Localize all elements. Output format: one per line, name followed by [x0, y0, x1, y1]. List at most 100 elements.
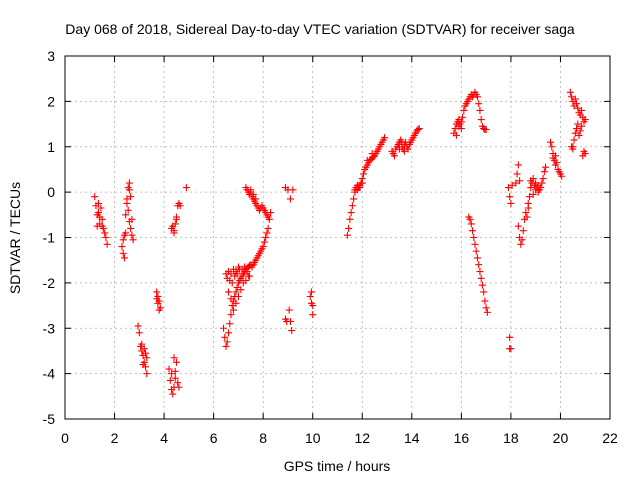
data-point: [306, 292, 314, 300]
data-point: [395, 145, 403, 153]
data-point: [139, 361, 147, 369]
data-point: [168, 370, 176, 378]
data-point: [289, 186, 297, 194]
data-point: [143, 370, 151, 378]
data-point: [143, 354, 151, 362]
data-point: [404, 145, 412, 153]
data-point: [534, 181, 542, 189]
data-point: [103, 240, 111, 248]
data-point: [525, 193, 533, 201]
grid-lines: [65, 56, 610, 419]
data-point: [547, 138, 555, 146]
data-point: [398, 138, 406, 146]
data-point: [542, 163, 550, 171]
data-point: [524, 199, 532, 207]
data-point: [233, 270, 241, 278]
data-point: [472, 247, 480, 255]
data-point: [227, 270, 235, 278]
data-point: [552, 152, 559, 160]
data-points: [91, 88, 589, 398]
data-point: [452, 131, 460, 139]
data-point: [476, 268, 484, 276]
data-point: [122, 211, 130, 219]
data-point: [571, 129, 579, 137]
data-point: [165, 365, 173, 373]
data-point: [171, 367, 179, 375]
data-point: [578, 122, 586, 130]
data-point: [260, 238, 268, 246]
data-point: [574, 104, 582, 112]
data-point: [568, 93, 576, 101]
y-tick-label: -4: [43, 366, 56, 382]
data-point: [581, 150, 589, 158]
data-point: [451, 125, 459, 133]
data-point: [539, 175, 547, 183]
data-point: [522, 209, 530, 217]
x-tick-labels: 0 2 4 6 8 10 12 14 16 18 20 22: [61, 430, 618, 446]
x-tick-label: 0: [61, 430, 69, 446]
data-point: [538, 179, 546, 187]
data-point: [478, 281, 486, 289]
data-point: [309, 311, 317, 319]
data-point: [175, 383, 183, 391]
data-point: [573, 125, 581, 133]
data-point: [476, 106, 484, 114]
data-point: [225, 329, 232, 337]
data-point: [286, 317, 294, 325]
data-point: [94, 199, 102, 207]
data-point: [155, 306, 163, 314]
data-point: [227, 311, 235, 319]
data-point: [237, 286, 245, 294]
data-point: [415, 125, 423, 133]
data-point: [228, 302, 236, 310]
data-point: [517, 240, 525, 248]
data-point: [232, 299, 240, 307]
data-point: [466, 215, 474, 223]
data-point: [309, 302, 317, 310]
data-point: [482, 304, 490, 312]
data-point: [93, 222, 101, 230]
data-point: [477, 274, 485, 282]
data-point: [363, 156, 371, 164]
chart-title: Day 068 of 2018, Sidereal Day-to-day VTE…: [65, 21, 575, 37]
x-tick-label: 20: [553, 430, 569, 446]
data-point: [129, 236, 137, 244]
plot-frame: [64, 55, 611, 420]
data-point: [400, 147, 408, 155]
data-point: [348, 202, 356, 210]
y-tick-label: -3: [43, 320, 56, 336]
data-point: [262, 234, 270, 241]
data-point: [381, 134, 389, 142]
x-tick-label: 14: [404, 430, 420, 446]
y-tick-label: 3: [47, 48, 55, 64]
data-point: [182, 184, 190, 192]
data-point: [288, 327, 296, 335]
data-point: [232, 288, 240, 296]
data-point: [119, 249, 127, 257]
x-tick-label: 22: [602, 430, 618, 446]
data-point: [91, 193, 99, 201]
data-point: [508, 181, 516, 189]
data-point: [176, 202, 184, 210]
data-point: [473, 254, 481, 262]
data-point: [135, 329, 143, 337]
y-axis-label: SDTVAR / TECUs: [7, 182, 23, 294]
data-point: [346, 215, 354, 223]
data-point: [233, 283, 241, 291]
data-point: [529, 190, 537, 198]
data-point: [504, 184, 512, 192]
data-point: [134, 322, 142, 330]
data-point: [360, 170, 368, 178]
data-point: [118, 243, 126, 251]
data-point: [540, 168, 548, 176]
x-axis-label: GPS time / hours: [284, 458, 391, 474]
x-tick-label: 6: [210, 430, 218, 446]
data-point: [575, 131, 583, 139]
data-point: [128, 215, 136, 223]
data-point: [507, 345, 515, 353]
data-point: [226, 320, 234, 328]
data-point: [578, 106, 586, 114]
data-point: [457, 125, 465, 133]
data-point: [264, 224, 272, 232]
